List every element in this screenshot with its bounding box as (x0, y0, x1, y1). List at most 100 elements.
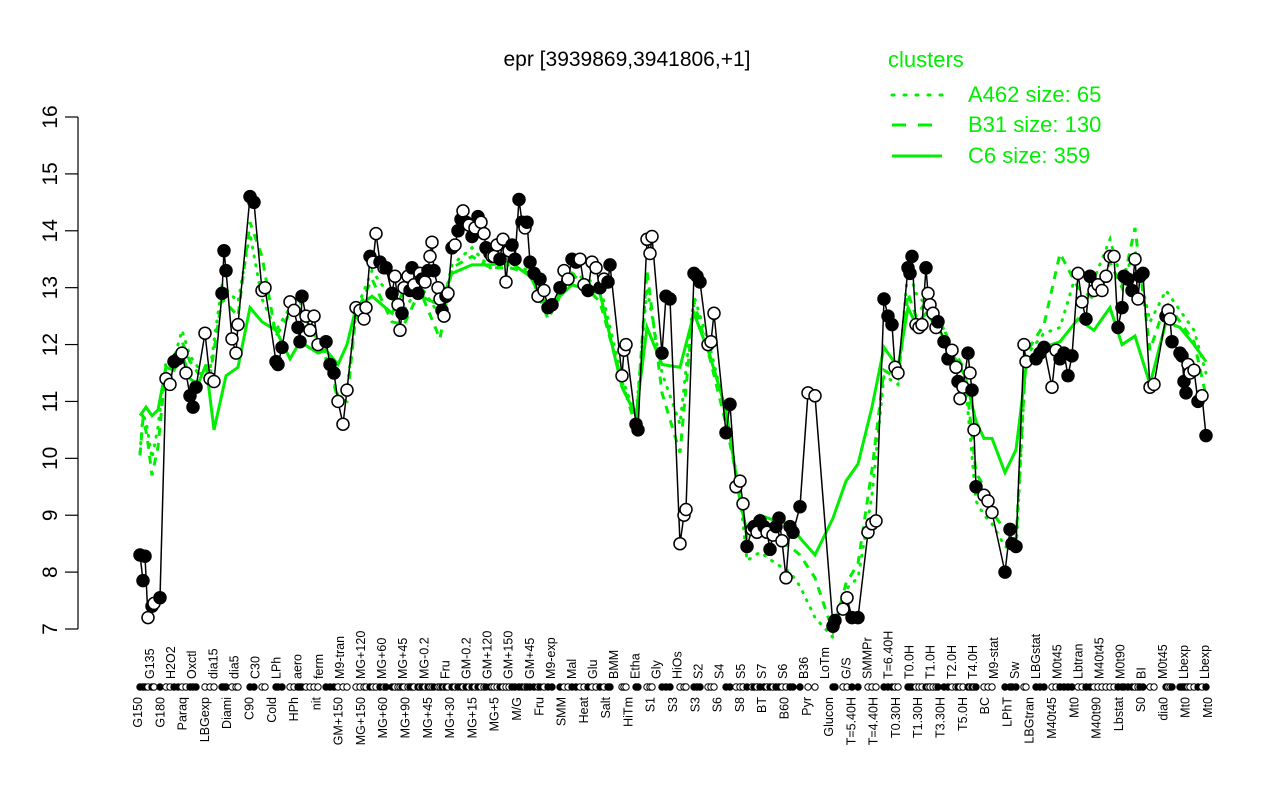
data-point (1107, 249, 1121, 264)
x-tick-label-top: LPh (270, 657, 284, 679)
data-point (523, 255, 537, 269)
data-point (138, 549, 152, 563)
x-tick-label-top: Lbtran (1071, 644, 1085, 679)
rug-point (811, 683, 819, 691)
legend-entry-b31: B31 size: 130 (968, 112, 1101, 137)
rug-point (894, 683, 902, 691)
x-tick-label-bottom: Mt0 (1067, 697, 1081, 718)
data-point (508, 252, 522, 266)
rug-point (804, 683, 812, 691)
x-tick-label-top: MG+60 (375, 638, 389, 679)
data-point (772, 511, 786, 525)
data-point (411, 286, 425, 301)
rug-point (831, 683, 839, 691)
data-point (1163, 312, 1177, 326)
data-point (851, 610, 865, 625)
x-tick-label-bottom: nit (309, 696, 323, 710)
x-tick-label-top: S7 (755, 664, 769, 679)
rug-point (1202, 683, 1210, 691)
data-point (303, 323, 317, 338)
x-tick-label-top: MG+45 (396, 638, 410, 679)
x-tick-label-top: M40t45 (1093, 637, 1107, 679)
x-tick-label-bottom: T=5.40H (844, 697, 858, 745)
data-point (505, 238, 519, 252)
x-tick-label-bottom: Salt (599, 696, 613, 718)
x-tick-label-bottom: dia0 (1156, 697, 1170, 721)
data-point (1071, 266, 1085, 281)
y-tick-label: 8 (39, 566, 62, 578)
data-point (275, 340, 289, 355)
x-tick-label-bottom: HiTm (621, 697, 635, 727)
x-tick-label-bottom: MG+150 (354, 697, 368, 745)
data-point (581, 283, 595, 298)
x-tick-label-top: MG-0.2 (417, 637, 431, 679)
data-point (619, 337, 633, 352)
rug-point (1022, 683, 1030, 691)
data-point (1128, 252, 1142, 266)
data-point (520, 215, 534, 229)
data-point (1115, 300, 1129, 315)
data-point (175, 346, 189, 360)
x-tick-label-top: G135 (143, 648, 157, 679)
x-tick-label-top: Oxctl (185, 651, 199, 679)
data-point (985, 505, 999, 520)
data-point (828, 613, 842, 628)
rug-point (666, 683, 674, 691)
x-tick-label-top: Glu (586, 660, 600, 680)
data-point (474, 215, 488, 229)
data-point (885, 317, 899, 332)
x-tick-label-bottom: Mt0 (1179, 697, 1193, 718)
legend-entry-a462: A462 size: 65 (968, 82, 1101, 107)
data-point (779, 571, 793, 585)
rug-point (382, 683, 390, 691)
x-tick-label-top: M0t45 (1156, 644, 1170, 679)
data-point (357, 312, 371, 326)
x-tick-label-top: BMM (607, 650, 621, 679)
y-tick-label: 13 (39, 276, 62, 299)
data-point (945, 343, 959, 357)
rug-point (854, 683, 862, 691)
data-point (967, 423, 981, 437)
expression-line (139, 194, 1207, 627)
data-point (477, 226, 491, 241)
data-point (271, 357, 285, 372)
x-tick-label-top: S4 (713, 664, 727, 679)
rug-point (343, 683, 351, 691)
x-tick-label-top: M9-tran (333, 636, 347, 679)
data-point (793, 499, 807, 514)
data-point (891, 366, 905, 380)
x-tick-label-top: ferm (312, 654, 326, 679)
x-tick-label-bottom: GM+150 (332, 697, 346, 745)
data-point (425, 235, 439, 249)
data-point (763, 542, 777, 557)
data-point (704, 334, 718, 349)
x-tick-label-bottom: MG+90 (399, 697, 413, 738)
data-point (921, 286, 935, 301)
data-point (673, 536, 687, 551)
data-point (295, 289, 309, 303)
legend: clusters A462 size: 65 B31 size: 130 C6 … (888, 47, 1101, 168)
x-tick-label-top: GM+120 (481, 631, 495, 679)
data-point (215, 286, 229, 301)
rug-point (1168, 683, 1176, 691)
x-tick-label-bottom: Glucon (822, 697, 836, 737)
rug-point (872, 683, 880, 691)
data-point (949, 360, 963, 375)
x-tick-label-bottom: G180 (153, 697, 167, 728)
rug-point (710, 683, 718, 691)
x-tick-label-top: MG+120 (354, 631, 368, 679)
data-point (179, 366, 193, 380)
x-tick-label-top: T=6.40H (882, 631, 896, 679)
x-tick-label-bottom: Fru (532, 697, 546, 716)
data-point (786, 525, 800, 540)
rug-point (1068, 683, 1076, 691)
data-point (247, 195, 261, 210)
x-tick-label-bottom: SMM (555, 697, 569, 726)
data-point (981, 494, 995, 508)
x-tick-label-top: HiOs (671, 651, 685, 679)
data-point (1199, 428, 1213, 443)
data-point (808, 389, 822, 403)
data-point (663, 292, 677, 306)
x-tick-label-top: M9-stat (987, 637, 1001, 679)
data-point (736, 497, 750, 511)
